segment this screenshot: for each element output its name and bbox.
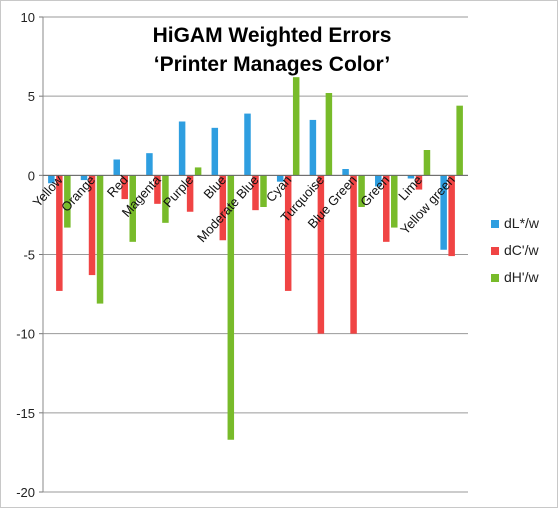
bar — [121, 175, 128, 200]
bar — [64, 175, 71, 228]
bar — [154, 175, 161, 204]
bar — [146, 153, 153, 176]
y-tick-label: -15 — [16, 406, 35, 421]
bar — [292, 77, 300, 176]
legend-label: dC'/w — [504, 242, 539, 258]
y-tick-label: -20 — [16, 485, 35, 500]
bar — [244, 113, 251, 176]
bar — [113, 159, 120, 176]
y-tick-label: -10 — [16, 327, 35, 342]
bar — [88, 175, 96, 276]
chart-title: HiGAM Weighted Errors — [153, 24, 392, 47]
bar — [162, 175, 169, 223]
bar — [284, 175, 292, 291]
legend-swatch — [491, 274, 499, 282]
bar — [260, 175, 267, 207]
bar — [96, 175, 104, 304]
bar — [383, 175, 390, 242]
bar — [456, 105, 463, 176]
bar — [325, 93, 333, 176]
bar — [317, 175, 325, 334]
bar — [423, 150, 431, 176]
bar — [407, 175, 415, 179]
bar — [252, 175, 259, 211]
bar — [391, 175, 398, 228]
bar — [80, 175, 88, 181]
bar — [276, 175, 284, 182]
bar — [309, 119, 317, 176]
bar — [358, 175, 365, 207]
bar — [375, 175, 382, 187]
legend-swatch — [491, 247, 499, 255]
y-tick-label: 5 — [28, 89, 35, 104]
chart-title: ‘Printer Manages Color’ — [154, 53, 391, 76]
bar — [186, 175, 194, 212]
legend-swatch — [491, 220, 499, 228]
bar — [48, 175, 55, 184]
bar — [211, 127, 219, 176]
bar — [194, 167, 202, 176]
bar — [415, 175, 423, 190]
bar — [219, 175, 227, 241]
bar — [227, 175, 235, 440]
legend-label: dH'/w — [504, 269, 539, 285]
y-tick-label: 0 — [28, 168, 35, 183]
y-tick-label: -5 — [23, 248, 35, 263]
bar — [448, 175, 455, 257]
bar — [129, 175, 136, 242]
bar — [350, 175, 357, 334]
bar — [342, 169, 349, 176]
bar — [440, 175, 447, 250]
bar — [178, 121, 186, 176]
y-tick-label: 10 — [21, 10, 35, 25]
bar — [56, 175, 63, 291]
legend-label: dL*/w — [504, 215, 540, 231]
